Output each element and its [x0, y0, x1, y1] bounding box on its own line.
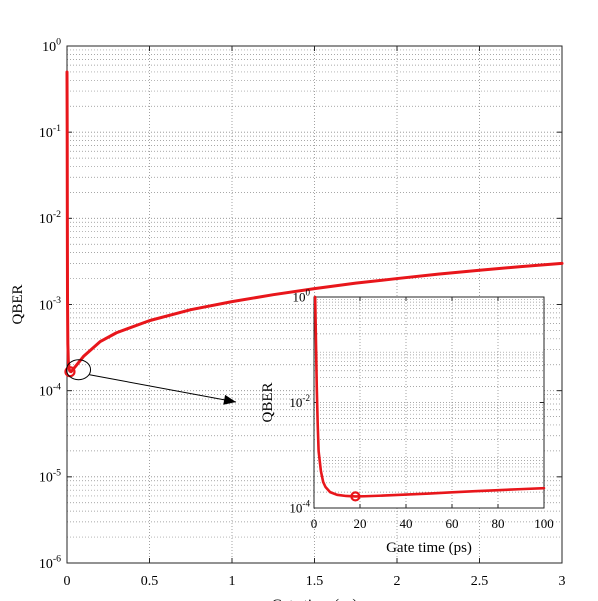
- x-tick-label: 60: [446, 516, 459, 531]
- y-tick-base: 10: [39, 126, 53, 141]
- x-tick-label: 100: [534, 516, 554, 531]
- x-tick-label: 0.5: [141, 574, 159, 589]
- x-tick-label: 0: [64, 574, 71, 589]
- y-tick-label: 10-4: [289, 499, 310, 516]
- x-axis-title: Gate time (ps): [386, 540, 472, 556]
- y-tick-base: 10: [292, 290, 305, 305]
- y-tick-exponent: -2: [53, 209, 61, 220]
- x-tick-label: 80: [492, 516, 505, 531]
- x-tick-label: 2: [394, 574, 401, 589]
- y-tick-label: 10-2: [289, 393, 310, 410]
- y-tick-label: 10-6: [39, 554, 61, 572]
- zoom-ellipse: [66, 359, 92, 381]
- y-tick-label: 10-2: [39, 209, 61, 227]
- y-tick-base: 10: [289, 501, 302, 516]
- y-tick-base: 10: [39, 212, 53, 227]
- x-tick-label: 1.5: [306, 574, 324, 589]
- y-tick-label: 10-3: [39, 295, 61, 313]
- y-tick-label: 10-4: [39, 381, 61, 399]
- zoom-annotation: [66, 359, 237, 405]
- x-tick-label: 20: [354, 516, 367, 531]
- y-tick-label: 10-1: [39, 123, 61, 141]
- y-tick-base: 10: [39, 385, 53, 400]
- y-axis-title: QBER: [260, 382, 276, 422]
- x-tick-label: 3: [559, 574, 566, 589]
- zoom-arrow-head: [223, 394, 236, 405]
- x-tick-label: 1: [229, 574, 236, 589]
- series-line: [65, 70, 564, 374]
- y-tick-base: 10: [39, 298, 53, 313]
- y-tick-exponent: -1: [53, 123, 61, 134]
- x-tick-label: 0: [311, 516, 318, 531]
- y-tick-base: 10: [39, 557, 53, 572]
- x-tick-label: 40: [400, 516, 413, 531]
- y-tick-exponent: -2: [302, 393, 310, 403]
- y-tick-label: 100: [292, 288, 310, 305]
- y-tick-base: 10: [289, 395, 302, 410]
- y-tick-exponent: -5: [53, 467, 61, 478]
- y-tick-exponent: 0: [305, 288, 310, 298]
- y-tick-exponent: -4: [53, 381, 61, 392]
- y-tick-exponent: -6: [53, 554, 61, 565]
- y-tick-exponent: -3: [53, 295, 61, 306]
- minimum-marker: [350, 491, 361, 502]
- y-tick-label: 100: [42, 37, 61, 55]
- x-axis-title: Gate time (ns): [272, 597, 358, 601]
- y-tick-base: 10: [42, 40, 56, 55]
- zoom-arrow-line: [89, 374, 237, 403]
- series-line: [313, 295, 546, 498]
- y-tick-exponent: 0: [56, 37, 61, 48]
- y-tick-base: 10: [39, 471, 53, 486]
- x-tick-label: 2.5: [471, 574, 489, 589]
- y-tick-exponent: -4: [302, 499, 310, 509]
- y-axis-title: QBER: [10, 284, 26, 324]
- y-tick-label: 10-5: [39, 467, 61, 485]
